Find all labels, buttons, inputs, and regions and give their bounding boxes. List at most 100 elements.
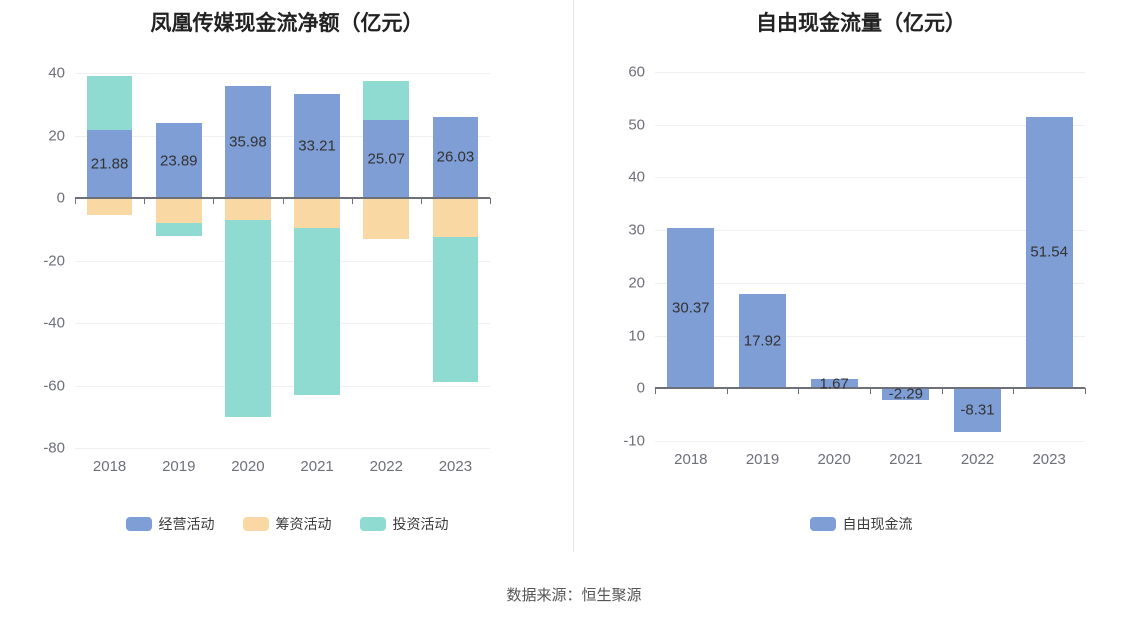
bar-segment[interactable]	[882, 388, 930, 401]
x-axis-label: 2022	[960, 451, 995, 468]
legend-swatch	[809, 517, 836, 531]
legend-label: 经营活动	[158, 516, 215, 532]
x-axis-tick	[726, 388, 728, 395]
bar-segment[interactable]	[810, 379, 858, 389]
x-axis-label: 2018	[674, 451, 708, 468]
bar-segment[interactable]	[363, 80, 410, 120]
legend-item[interactable]: 自由现金流	[809, 514, 913, 534]
bar-segment[interactable]	[667, 228, 715, 389]
bar-value-label: -2.29	[888, 385, 923, 403]
x-axis-tick	[420, 198, 422, 204]
x-axis-tick	[1013, 388, 1015, 395]
chart-title: 凤凰传媒现金流净额（亿元）	[150, 12, 424, 35]
y-axis-label: -40	[43, 314, 65, 332]
bar-segment[interactable]	[155, 123, 202, 198]
y-axis-label: -60	[43, 377, 65, 394]
bar-value-label: 17.92	[743, 332, 782, 350]
y-axis-label: -20	[43, 252, 65, 269]
y-axis-label: 40	[48, 64, 65, 82]
y-axis-label: 30	[628, 221, 645, 239]
bar-segment[interactable]	[432, 198, 479, 238]
y-axis-label: 0	[56, 189, 65, 207]
free-cashflow-chart: 自由现金流量（亿元） -10 0 10 20 30 40 50 60 2018 2019 2020 2…	[574, 0, 1148, 558]
bar-segment[interactable]	[294, 227, 340, 395]
gridline	[655, 441, 1085, 442]
bar-segment[interactable]	[294, 94, 340, 198]
legend-label: 筹资活动	[275, 516, 332, 532]
x-axis-tick	[798, 388, 800, 395]
bar-value-label: 33.21	[298, 137, 336, 155]
x-axis-tick	[351, 198, 353, 204]
cashflow-stacked-chart: 凤凰传媒现金流净额（亿元） -80 -60 -40 -20 0 20 40 2018 2019 2…	[0, 0, 574, 558]
x-axis-tick	[941, 388, 943, 395]
y-axis-label: 10	[628, 327, 645, 345]
legend-item[interactable]: 投资活动	[359, 514, 449, 534]
bar-value-label: 26.03	[436, 148, 475, 166]
bar-value-label: 1.67	[819, 375, 849, 393]
x-axis-label: 2019	[745, 451, 780, 468]
bar-segment[interactable]	[155, 198, 202, 223]
gridline	[75, 323, 490, 324]
x-axis-label: 2023	[1032, 451, 1066, 468]
x-axis-tick	[490, 198, 491, 204]
gridline	[655, 282, 1085, 284]
legend-label: 投资活动	[392, 516, 449, 532]
legend-label: 自由现金流	[842, 516, 913, 532]
bar-value-label: 25.07	[367, 150, 406, 168]
legend: 经营活动 筹资活动 投资活动	[0, 514, 574, 534]
bar-value-label: 30.37	[672, 299, 710, 317]
y-axis-label: 50	[628, 116, 645, 134]
bar-segment[interactable]	[155, 223, 202, 236]
x-axis-label: 2019	[162, 458, 196, 475]
y-axis-label: -10	[623, 432, 645, 450]
legend-swatch	[125, 517, 152, 531]
x-axis-label: 2022	[369, 458, 403, 475]
x-axis-tick	[75, 198, 76, 204]
gridline	[75, 448, 490, 449]
x-axis-label: 2020	[817, 451, 851, 468]
gridline	[75, 135, 490, 137]
bar-segment[interactable]	[432, 237, 479, 383]
bar-segment[interactable]	[86, 198, 133, 216]
bar-segment[interactable]	[86, 129, 133, 198]
bar-segment[interactable]	[432, 116, 479, 198]
legend-swatch	[359, 517, 386, 531]
y-axis-label: 60	[628, 63, 645, 81]
gridline	[75, 260, 490, 262]
x-axis-tick	[870, 388, 871, 395]
x-axis-tick	[1085, 388, 1086, 395]
bar-segment[interactable]	[225, 198, 271, 220]
bar-segment[interactable]	[363, 198, 410, 239]
x-axis-tick	[144, 198, 146, 204]
legend-item[interactable]: 经营活动	[125, 514, 215, 534]
bar-value-label: -8.31	[960, 401, 995, 419]
bar-value-label: 35.98	[229, 133, 267, 151]
gridline	[655, 335, 1085, 337]
plot-area: -80 -60 -40 -20 0 20 40 2018 2019 2020 2021 2022 202…	[43, 65, 491, 475]
gridline	[655, 177, 1085, 179]
gridline	[655, 230, 1085, 232]
x-axis-label: 2018	[92, 458, 127, 475]
bar-segment[interactable]	[294, 198, 340, 228]
bar-segment[interactable]	[225, 85, 271, 198]
bar-segment[interactable]	[86, 75, 133, 130]
bar-segment[interactable]	[953, 388, 1002, 433]
x-axis-tick	[213, 198, 215, 204]
legend-item[interactable]: 筹资活动	[242, 514, 332, 534]
bar-value-label: 23.89	[159, 152, 198, 170]
bar-segment[interactable]	[225, 219, 271, 417]
bar-segment[interactable]	[363, 119, 410, 198]
zero-axis-line	[75, 197, 490, 199]
y-axis-label: -80	[43, 439, 65, 457]
x-axis-label: 2023	[438, 458, 473, 475]
y-axis-label: 0	[636, 379, 645, 397]
x-axis-tick	[282, 198, 284, 204]
bar-segment[interactable]	[1025, 116, 1073, 389]
chart-title: 自由现金流量（亿元）	[756, 12, 966, 35]
divider	[573, 0, 574, 552]
x-axis-label: 2021	[300, 458, 334, 475]
charts-row: 凤凰传媒现金流净额（亿元） -80 -60 -40 -20 0 20 40 2018 2019 2…	[0, 0, 1148, 558]
gridline	[655, 124, 1085, 126]
bar-segment[interactable]	[738, 293, 787, 389]
plot-area: -10 0 10 20 30 40 50 60 2018 2019 2020 2021 2022 2023…	[623, 64, 1086, 468]
